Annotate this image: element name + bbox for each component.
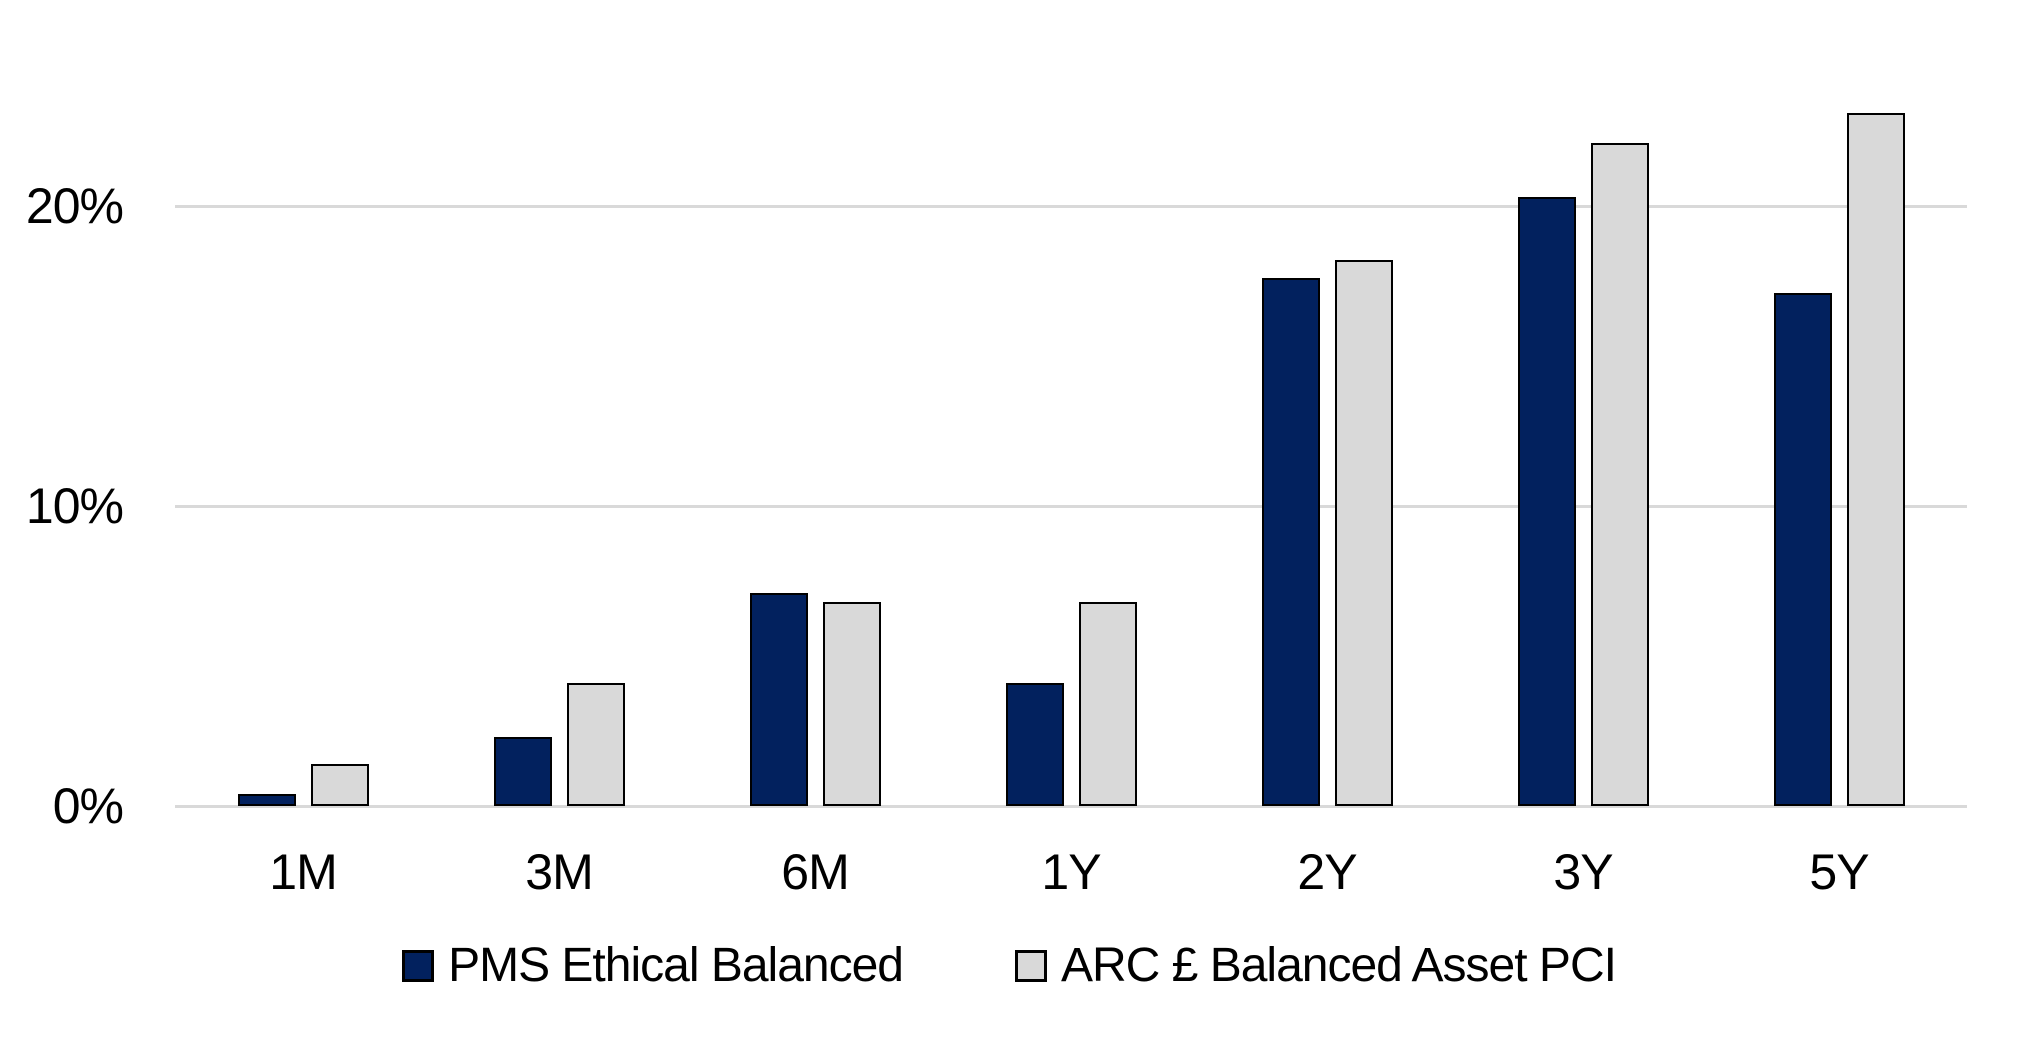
bar-3M-series-2 [566,683,625,806]
bar-5Y-series-2 [1846,113,1905,806]
x-tick-label-3Y: 3Y [1553,844,1613,900]
x-tick-label-2Y: 2Y [1297,844,1357,900]
bar-group-3M [431,683,687,806]
bar-group-2Y [1199,260,1455,806]
gridline-0% [175,804,1967,808]
bar-3Y-series-2 [1590,143,1649,806]
bar-group-5Y [1711,113,1967,806]
x-tick-label-1Y: 1Y [1041,844,1101,900]
y-tick-label: 0% [52,778,124,834]
gridline-10% [175,504,1967,508]
legend-swatch-gray [1014,950,1047,982]
gridline-20% [175,204,1967,208]
bar-group-1Y [943,602,1199,806]
bar-1M-series-2 [310,764,369,806]
bar-2Y-series-1 [1261,278,1320,806]
legend-label: ARC £ Balanced Asset PCI [1060,939,1617,992]
bar-group-6M [687,593,943,806]
bar-group-3Y [1455,143,1711,806]
bar-group-1M [175,764,431,806]
legend-label: PMS Ethical Balanced [448,939,904,992]
bar-1M-series-1 [237,794,296,806]
x-tick-label-6M: 6M [781,844,849,900]
bar-2Y-series-2 [1334,260,1393,806]
x-tick-label-3M: 3M [525,844,593,900]
y-tick-label: 20% [25,178,124,234]
legend-item-series-1: PMS Ethical Balanced [402,938,904,994]
bar-5Y-series-1 [1773,293,1832,806]
bar-3M-series-1 [493,737,552,806]
bar-1Y-series-1 [1005,683,1064,806]
bar-6M-series-1 [749,593,808,806]
legend: PMS Ethical Balanced ARC £ Balanced Asse… [0,938,2018,994]
bar-3Y-series-1 [1517,197,1576,806]
legend-swatch-navy [402,950,435,982]
bar-1Y-series-2 [1078,602,1137,806]
y-tick-label: 10% [25,478,124,534]
legend-item-series-2: ARC £ Balanced Asset PCI [1014,938,1617,994]
x-tick-label-1M: 1M [269,844,337,900]
x-tick-label-5Y: 5Y [1809,844,1869,900]
bar-6M-series-2 [822,602,881,806]
